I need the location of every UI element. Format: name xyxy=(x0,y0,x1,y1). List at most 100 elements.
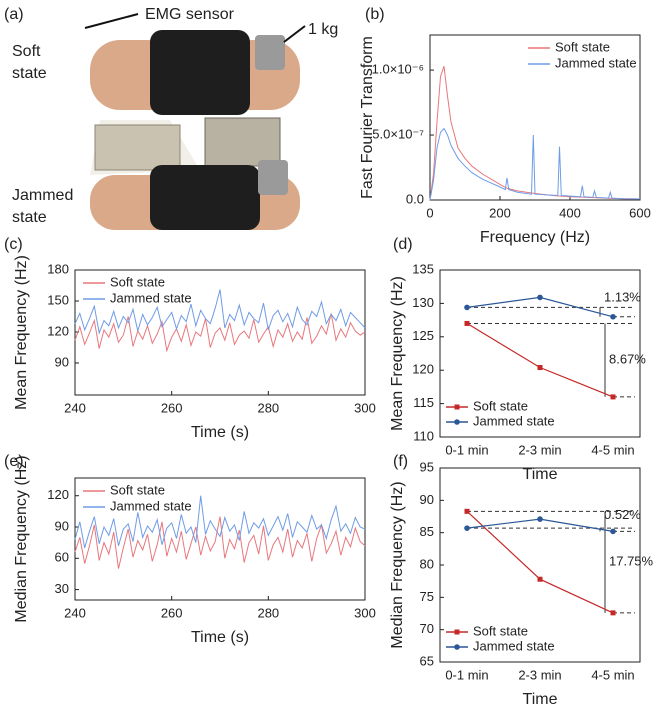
series-line xyxy=(429,66,641,201)
series-line xyxy=(74,313,366,353)
annotation: 8.67% xyxy=(609,352,646,367)
y-tick-label: 75 xyxy=(420,589,434,604)
legend-label: Soft state xyxy=(473,398,528,413)
panel-label: (f) xyxy=(393,453,408,470)
state-label: state xyxy=(12,65,47,82)
y-tick-label: 65 xyxy=(420,653,434,668)
weight-label: 1 kg xyxy=(308,21,338,38)
x-tick-label: 300 xyxy=(354,605,376,620)
point xyxy=(464,525,470,531)
y-tick-label: 150 xyxy=(47,292,69,307)
x-tick-label: 200 xyxy=(489,205,511,220)
x-tick-label: 4-5 min xyxy=(591,442,634,457)
lattice-soft xyxy=(94,124,181,171)
state-label: Jammed xyxy=(12,187,73,204)
legend-label: Soft state xyxy=(110,482,165,497)
y-tick-label: 95 xyxy=(420,459,434,474)
y-tick-label: 120 xyxy=(47,323,69,338)
series-line xyxy=(74,289,366,335)
y-axis-label: Fast Fourier Transform xyxy=(359,36,376,199)
y-tick-label: 60 xyxy=(55,550,69,565)
sensor-arrow xyxy=(84,13,139,29)
x-tick-label: 240 xyxy=(64,400,86,415)
legend-label: Jammed state xyxy=(555,55,637,70)
x-tick-label: 280 xyxy=(257,605,279,620)
panel-label: (b) xyxy=(365,6,385,23)
x-axis-label: Time xyxy=(523,691,558,708)
glove-top xyxy=(150,30,250,115)
series-line xyxy=(74,516,366,569)
x-tick-label: 260 xyxy=(161,605,183,620)
plot-frame xyxy=(429,34,641,201)
annotation: 1.13% xyxy=(604,290,641,305)
plot-frame xyxy=(439,269,641,438)
panel-label: (d) xyxy=(393,236,413,253)
x-tick-label: 0-1 min xyxy=(445,667,488,682)
y-tick-label: 90 xyxy=(420,492,434,507)
point xyxy=(537,516,543,522)
y-tick-label: 135 xyxy=(412,261,434,276)
series-line xyxy=(429,127,641,201)
legend-marker xyxy=(454,644,460,650)
state-label: Soft xyxy=(12,43,41,60)
y-tick-label: 1.0×10⁻⁶ xyxy=(372,62,424,77)
x-tick-label: 2-3 min xyxy=(518,442,561,457)
series-line xyxy=(74,495,366,549)
legend-label: Jammed state xyxy=(473,413,555,428)
legend-label: Soft state xyxy=(473,623,528,638)
photo-panel: (a) EMG sensor 1 kg Soft state Jammed st… xyxy=(4,6,338,230)
x-tick-label: 280 xyxy=(257,400,279,415)
y-tick-label: 125 xyxy=(412,328,434,343)
point xyxy=(464,304,470,311)
x-tick-label: 260 xyxy=(161,400,183,415)
point xyxy=(610,610,616,616)
point xyxy=(537,365,543,371)
legend-label: Soft state xyxy=(110,274,165,289)
series-line xyxy=(466,510,614,614)
y-tick-label: 90 xyxy=(55,354,69,369)
annotation: 17.75% xyxy=(609,554,654,569)
legend-label: Jammed state xyxy=(110,290,192,305)
x-axis-label: Time (s) xyxy=(191,424,249,441)
x-axis-label: Frequency (Hz) xyxy=(480,229,590,246)
y-axis-label: Median Frequency (Hz) xyxy=(13,455,30,622)
y-tick-label: 120 xyxy=(47,487,69,502)
x-tick-label: 2-3 min xyxy=(518,667,561,682)
y-tick-label: 115 xyxy=(413,395,434,410)
panel-label: (c) xyxy=(4,236,23,253)
y-tick-label: 0.0 xyxy=(406,191,424,206)
point xyxy=(537,294,543,301)
x-tick-label: 0-1 min xyxy=(445,442,488,457)
weight-bottom xyxy=(258,160,288,195)
state-label: state xyxy=(12,209,47,226)
point xyxy=(464,320,470,326)
legend-label: Soft state xyxy=(555,39,610,54)
point xyxy=(610,394,616,400)
point xyxy=(610,528,616,535)
panel-label: (e) xyxy=(4,453,24,470)
x-tick-label: 4-5 min xyxy=(591,667,634,682)
y-tick-label: 90 xyxy=(55,518,69,533)
y-tick-label: 110 xyxy=(413,428,434,443)
y-axis-label: Mean Frequency (Hz) xyxy=(13,255,30,410)
y-tick-label: 70 xyxy=(420,621,434,636)
x-axis-label: Time (s) xyxy=(191,629,249,646)
legend-label: Jammed state xyxy=(473,638,555,653)
point xyxy=(537,576,543,582)
lattice-jammed xyxy=(204,117,281,167)
glove-bottom xyxy=(150,165,260,230)
y-tick-label: 130 xyxy=(412,295,434,310)
y-axis-label: Mean Frequency (Hz) xyxy=(389,276,406,431)
annotation: 0.52% xyxy=(604,507,641,522)
legend-marker xyxy=(454,629,460,635)
legend-marker xyxy=(454,404,460,410)
x-tick-label: 600 xyxy=(629,205,651,220)
x-tick-label: 0 xyxy=(426,205,433,220)
weight-top xyxy=(255,35,285,70)
x-tick-label: 400 xyxy=(559,205,581,220)
x-tick-label: 240 xyxy=(64,605,86,620)
legend-label: Jammed state xyxy=(110,498,192,513)
point xyxy=(610,313,616,320)
weight-arrow xyxy=(283,25,306,43)
